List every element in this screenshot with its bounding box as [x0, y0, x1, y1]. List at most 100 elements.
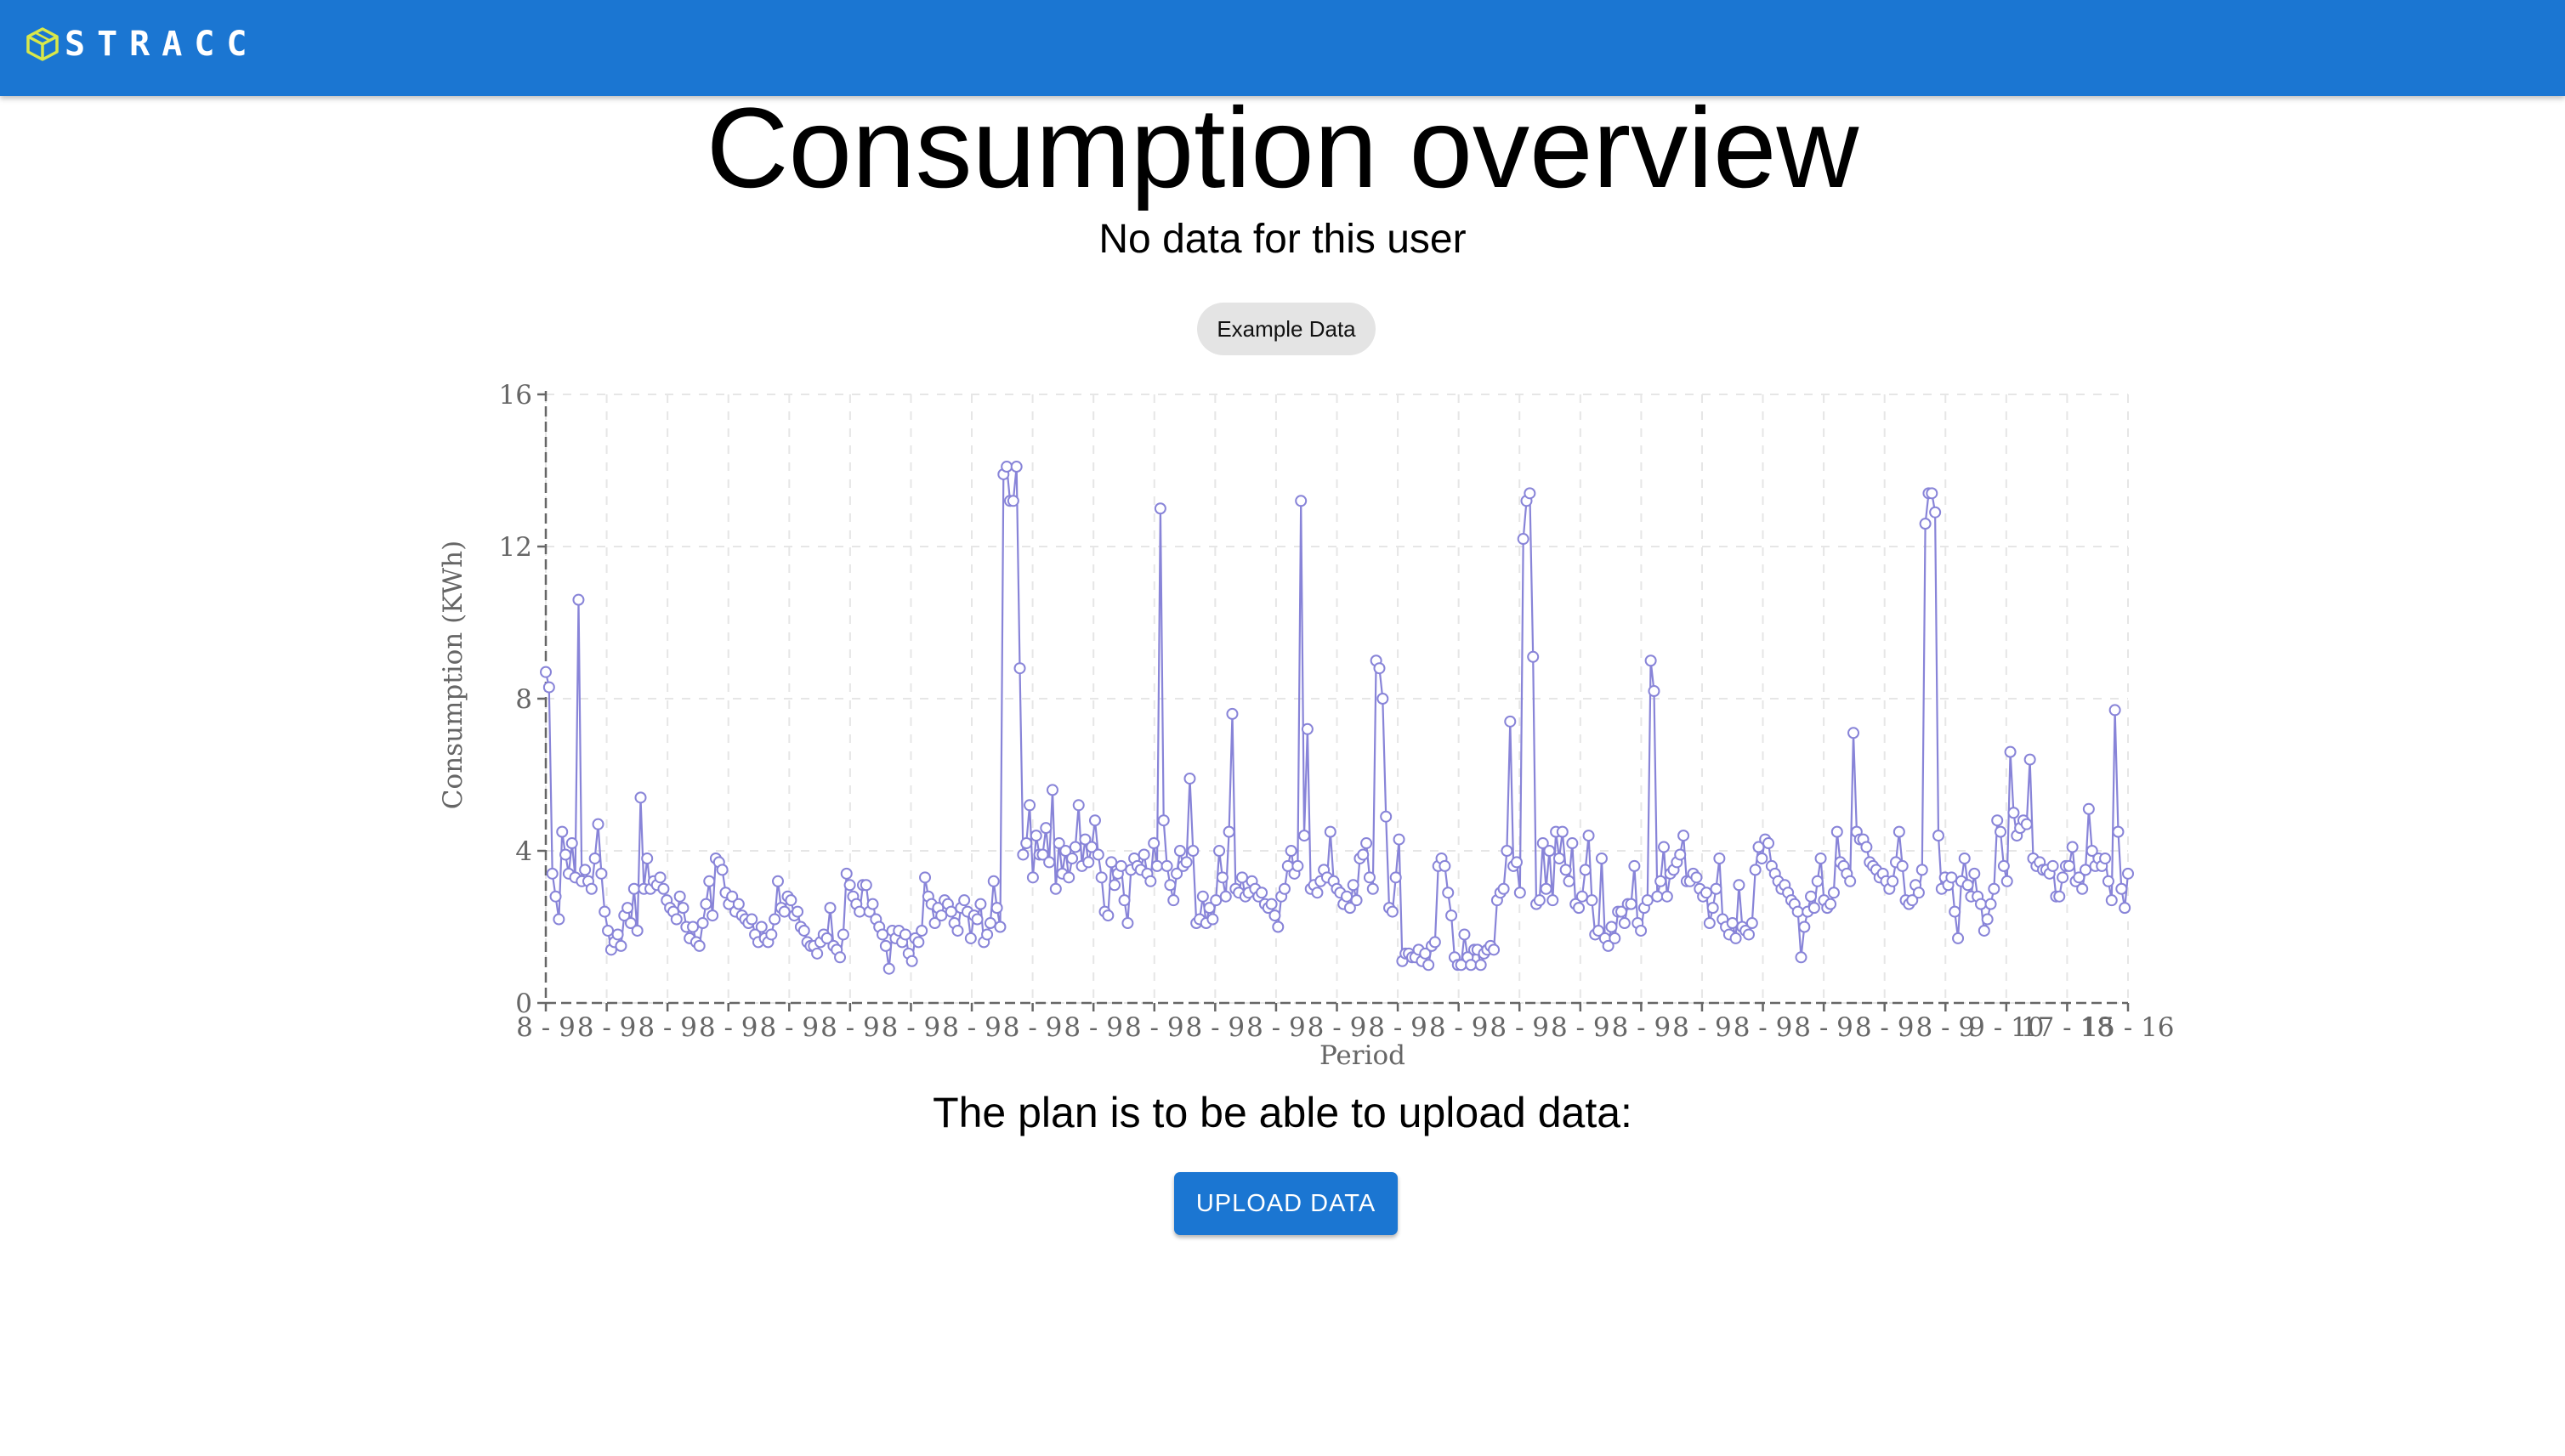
data-point	[1729, 932, 1742, 944]
x-tick-label: 8 - 9	[759, 1012, 819, 1043]
data-point	[1791, 905, 1804, 918]
y-tick-label: 12	[499, 532, 532, 563]
data-point	[1138, 848, 1150, 861]
data-point	[1386, 905, 1399, 918]
data-point	[1991, 814, 2004, 827]
data-point	[1026, 871, 1039, 884]
data-point	[716, 864, 729, 876]
data-point	[615, 939, 627, 952]
data-point	[1635, 924, 1648, 937]
data-point	[1010, 461, 1023, 473]
data-point	[1439, 859, 1451, 872]
data-point	[602, 924, 615, 937]
data-point	[1981, 913, 1994, 926]
data-point	[1488, 943, 1501, 956]
data-point	[700, 898, 712, 910]
data-point	[1710, 882, 1722, 895]
data-point	[1223, 825, 1235, 838]
data-point	[553, 913, 565, 926]
data-point	[919, 871, 932, 884]
data-point	[1654, 875, 1667, 887]
data-point	[1952, 932, 1965, 944]
data-point	[1795, 951, 1807, 964]
data-point	[981, 928, 994, 941]
data-point	[951, 924, 964, 937]
data-point	[1513, 887, 1526, 899]
data-point	[1118, 894, 1131, 907]
data-point	[1919, 518, 1932, 530]
data-point	[556, 825, 569, 838]
data-point	[1929, 506, 1942, 518]
data-point	[1291, 859, 1304, 872]
data-point	[1814, 852, 1827, 864]
data-point	[1474, 959, 1487, 972]
data-point	[1213, 845, 1226, 857]
data-point	[928, 917, 941, 930]
y-tick-label: 0	[515, 989, 532, 1019]
data-point	[1171, 867, 1183, 880]
data-point	[1726, 917, 1739, 930]
x-axis-title: Period	[1319, 1040, 1405, 1071]
data-point	[2023, 753, 2036, 766]
data-point	[834, 951, 847, 964]
data-point	[654, 871, 667, 884]
data-point	[1827, 887, 1840, 899]
data-point	[599, 905, 611, 918]
data-point	[677, 902, 689, 915]
data-point	[1210, 894, 1223, 907]
data-point	[945, 905, 957, 918]
data-point	[1265, 898, 1278, 910]
data-point	[2063, 859, 2075, 872]
data-point	[824, 902, 837, 915]
data-point	[1115, 859, 1127, 872]
data-point	[1595, 852, 1608, 864]
x-tick-label: 8 - 9	[1734, 1012, 1793, 1043]
data-point	[1830, 825, 1843, 838]
data-point	[1256, 887, 1268, 899]
data-point	[1752, 841, 1765, 853]
data-point	[1102, 909, 1115, 922]
data-point	[1376, 693, 1389, 705]
data-point	[1628, 859, 1641, 872]
data-point	[1618, 917, 1631, 930]
data-point	[726, 890, 739, 903]
data-point	[840, 867, 853, 880]
data-point	[1700, 887, 1712, 899]
data-point	[1350, 894, 1363, 907]
x-tick-label: 8 - 9	[1551, 1012, 1610, 1043]
data-point	[627, 882, 640, 895]
data-point	[1013, 662, 1026, 675]
data-point	[1677, 830, 1690, 842]
data-point	[860, 879, 872, 892]
data-point	[2057, 871, 2069, 884]
data-point	[1144, 875, 1157, 887]
data-point	[1301, 722, 1314, 735]
data-point	[1151, 859, 1164, 872]
data-point	[1543, 845, 1556, 857]
data-point	[1805, 890, 1818, 903]
data-point	[1020, 837, 1033, 850]
upload-data-button[interactable]: UPLOAD DATA	[1174, 1172, 1398, 1235]
data-point	[1713, 852, 1726, 864]
data-point	[1360, 837, 1373, 850]
data-point	[1615, 905, 1628, 918]
data-point	[1066, 852, 1079, 864]
data-point	[1063, 871, 1075, 884]
data-point	[2105, 894, 2118, 907]
x-tick-label: 8 - 9	[1429, 1012, 1489, 1043]
data-point	[2085, 845, 2098, 857]
data-point	[1968, 867, 1981, 880]
data-point	[797, 924, 810, 937]
data-point	[1088, 814, 1101, 827]
data-point	[1121, 917, 1134, 930]
data-point	[785, 894, 797, 907]
data-point	[1285, 845, 1297, 857]
data-point	[1187, 845, 1200, 857]
data-point	[673, 890, 686, 903]
data-point	[1049, 882, 1062, 895]
brand-logo[interactable]: STRACC	[24, 20, 259, 68]
data-point	[854, 905, 866, 918]
brand-name: STRACC	[65, 25, 259, 64]
example-data-button[interactable]: Example Data	[1197, 303, 1376, 355]
data-point	[1807, 902, 1820, 915]
